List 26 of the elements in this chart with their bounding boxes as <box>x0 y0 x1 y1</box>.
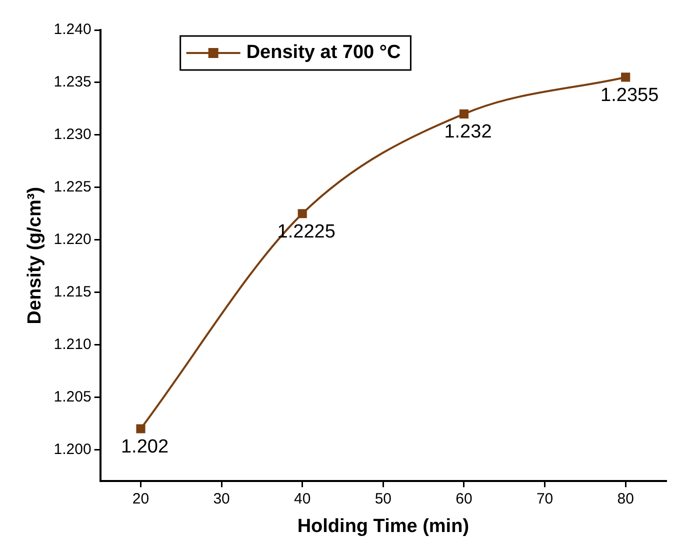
point <box>298 209 307 218</box>
point <box>136 424 146 434</box>
x-tick-label: 50 <box>374 490 392 508</box>
x-tick-label: 60 <box>456 490 472 508</box>
point <box>459 109 469 118</box>
x-tick-label: 20 <box>132 490 150 508</box>
y-tick-label: 1.225 <box>54 178 92 196</box>
x-axis-title: Holding Time (min) <box>297 516 470 537</box>
data-label: 1.232 <box>444 122 492 143</box>
data-label: 1.2355 <box>600 84 659 106</box>
legend-label: Density at 700 °C <box>246 42 401 64</box>
y-axis-title: Density (g/cm³) <box>24 186 46 324</box>
y-tick-label: 1.230 <box>54 126 92 144</box>
y-tick-label: 1.220 <box>54 231 92 248</box>
y-tick-label: 1.205 <box>54 388 92 406</box>
y-tick-label: 1.215 <box>54 283 92 300</box>
x-tick-label: 80 <box>617 490 634 508</box>
point <box>621 72 630 82</box>
y-tick-label: 1.240 <box>54 21 92 38</box>
x-tick-label: 40 <box>294 490 311 508</box>
y-tick-label: 1.210 <box>54 336 92 353</box>
x-tick-label: 30 <box>213 490 230 508</box>
x-tick-label: 70 <box>536 490 554 508</box>
y-tick-label: 1.200 <box>54 440 92 458</box>
data-label: 1.202 <box>120 436 169 458</box>
y-tick-label: 1.235 <box>54 74 92 91</box>
